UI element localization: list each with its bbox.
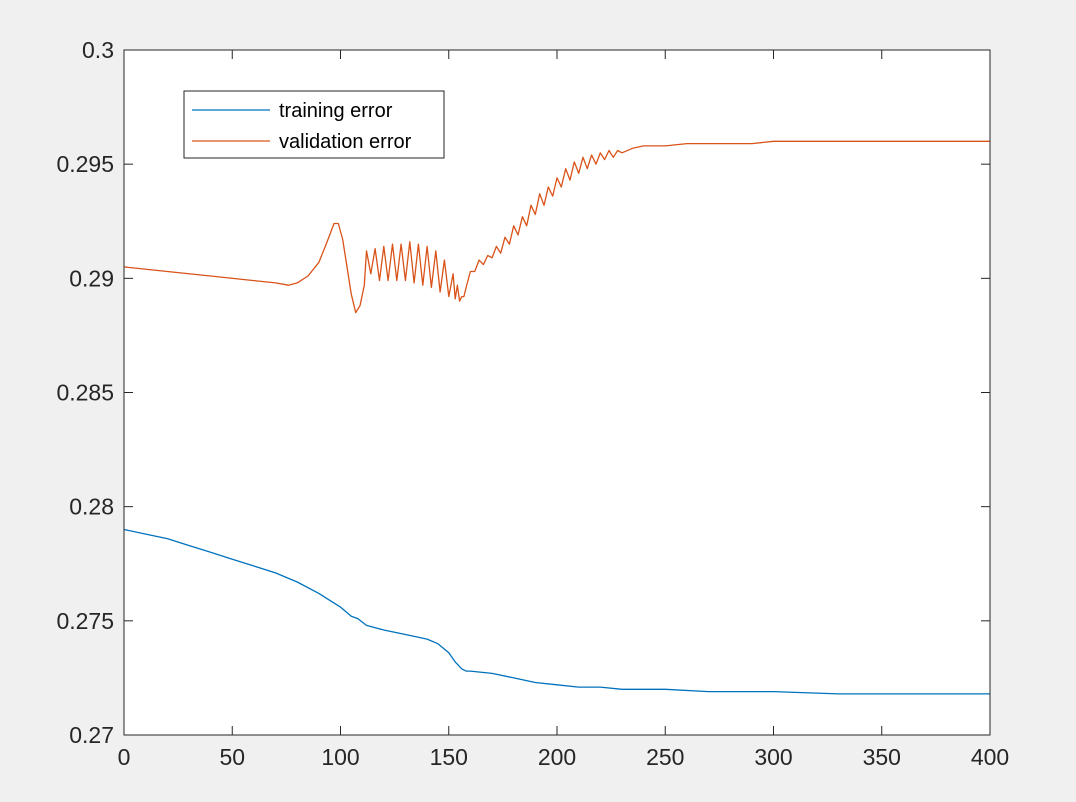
x-tick-label: 350 — [863, 744, 901, 770]
x-tick-label: 150 — [430, 744, 468, 770]
x-tick-label: 250 — [646, 744, 684, 770]
axis-ticks: 0 50 100 150 200 250 300 350 400 0.27 0.275 0.28 0.2… — [56, 37, 1009, 770]
y-tick-label: 0.275 — [56, 608, 114, 634]
x-tick-label: 200 — [538, 744, 576, 770]
x-tick-label: 50 — [219, 744, 245, 770]
legend-label-validation-error: validation error — [279, 131, 412, 153]
x-tick-label: 300 — [754, 744, 792, 770]
y-tick-label: 0.28 — [69, 494, 114, 520]
plot-area — [124, 50, 990, 735]
x-tick-label: 0 — [118, 744, 131, 770]
legend: training error validation error — [183, 90, 445, 159]
axes-box — [123, 49, 991, 736]
y-tick-label: 0.29 — [69, 265, 114, 291]
y-tick-label: 0.3 — [82, 37, 114, 63]
y-tick-label: 0.295 — [56, 151, 114, 177]
series-lines — [123, 140, 990, 695]
y-tick-label: 0.285 — [56, 380, 114, 406]
series-line-validation-error — [123, 140, 990, 314]
series-line-training-error — [123, 528, 990, 695]
x-tick-label: 400 — [971, 744, 1009, 770]
legend-box — [183, 90, 445, 159]
x-tick-label: 100 — [321, 744, 359, 770]
legend-label-training-error: training error — [279, 100, 393, 122]
y-tick-label: 0.27 — [69, 722, 114, 748]
